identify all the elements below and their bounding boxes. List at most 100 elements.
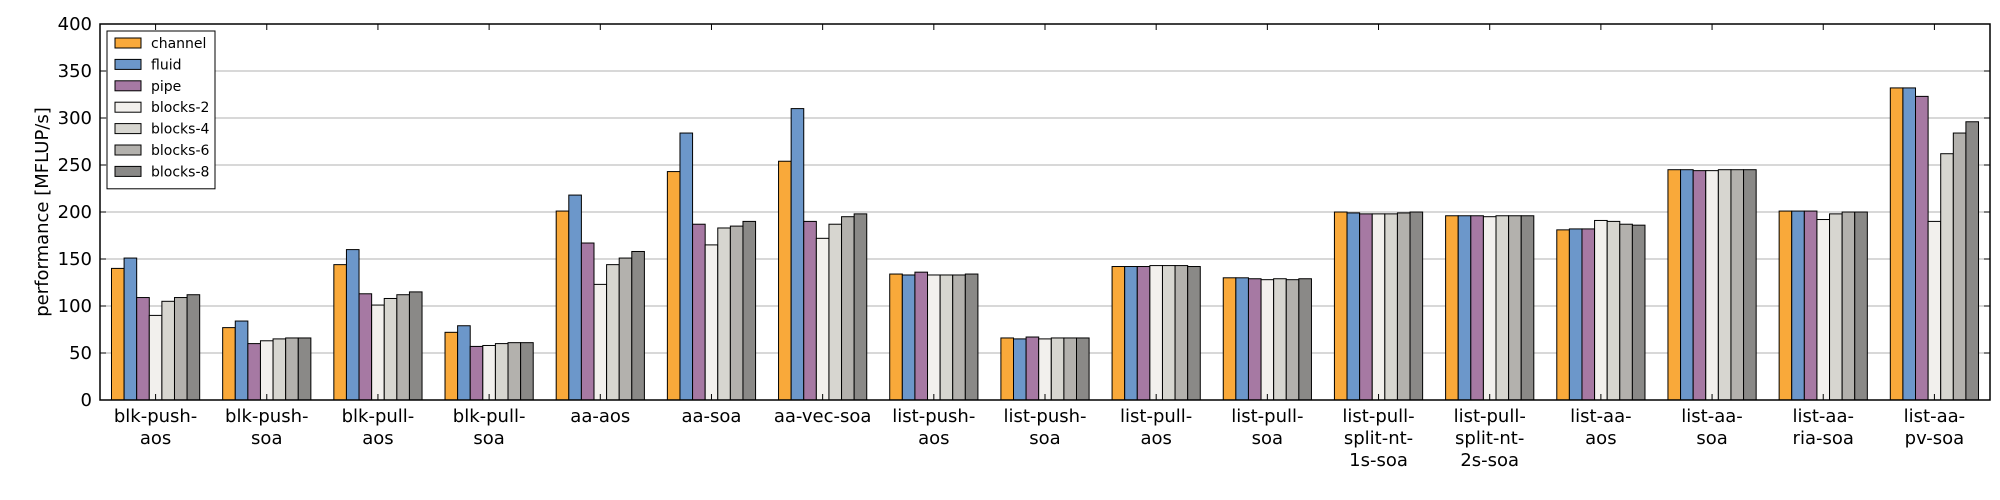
bar: [272, 338, 287, 401]
x-tick-label-line: aos: [918, 428, 949, 449]
bar: [1594, 219, 1608, 401]
legend-swatch: [114, 165, 142, 177]
bar: [914, 271, 929, 401]
bar: [1803, 210, 1818, 401]
x-tick-label: list-aa-aos: [1570, 406, 1632, 449]
bar: [1222, 277, 1237, 401]
bar: [123, 257, 138, 401]
bar: [717, 227, 731, 401]
x-tick-label: list-pull-soa: [1231, 406, 1303, 449]
bar: [345, 249, 360, 401]
bar: [729, 225, 744, 401]
bar: [964, 273, 979, 401]
bar: [507, 342, 522, 401]
bar: [778, 160, 792, 401]
x-tick-label-line: aos: [140, 428, 171, 449]
bar: [1187, 266, 1201, 401]
x-tick-label: list-aa-soa: [1681, 406, 1743, 449]
x-tick-label-line: list-pull-: [1454, 406, 1526, 427]
x-tick-label-line: soa: [251, 428, 282, 449]
bar: [1038, 338, 1052, 401]
x-tick-label: list-push-soa: [1003, 406, 1086, 449]
bar: [1124, 266, 1138, 401]
bar: [444, 331, 459, 401]
y-tick-label: 150: [58, 249, 92, 270]
x-tick-label: blk-pull-soa: [453, 406, 526, 449]
x-tick-label-line: list-aa-: [1681, 406, 1743, 427]
bar: [1161, 265, 1176, 401]
bar: [1692, 170, 1707, 401]
bar: [1260, 279, 1275, 401]
x-tick-label-line: 1s-soa: [1349, 450, 1408, 471]
y-tick-label: 200: [58, 202, 92, 223]
legend-label: blocks-2: [151, 100, 209, 116]
bar: [520, 342, 534, 401]
x-tick-label-line: list-pull-: [1120, 406, 1192, 427]
bar: [247, 343, 261, 401]
x-tick-label-line: blk-push-: [225, 406, 308, 427]
x-tick-label: blk-pull-aos: [342, 406, 415, 449]
x-tick-label-line: list-push-: [1003, 406, 1086, 427]
x-tick-label-line: split-nt-: [1455, 428, 1524, 449]
bar: [1470, 215, 1484, 401]
bar: [408, 291, 423, 401]
bar: [704, 244, 719, 401]
bar: [1841, 211, 1856, 401]
bar: [1285, 279, 1300, 401]
bar: [1556, 229, 1570, 401]
bar: [1025, 336, 1040, 401]
bar: [1273, 278, 1287, 401]
bar: [927, 274, 941, 401]
bar: [568, 194, 582, 401]
x-tick-label-line: aos: [1585, 428, 1616, 449]
bar: [1889, 87, 1904, 401]
bar: [1568, 228, 1583, 401]
bar: [371, 304, 385, 401]
x-tick-label-line: aos: [362, 428, 393, 449]
y-tick-label: 300: [58, 108, 92, 129]
bar: [457, 325, 471, 401]
bar: [1235, 277, 1249, 401]
bar: [1111, 266, 1126, 401]
legend: channel fluid pipe blocks-2 blocks-4 blocks-6…: [106, 30, 216, 190]
bar: [482, 344, 496, 401]
bar: [173, 297, 188, 401]
legend-swatch: [114, 101, 142, 113]
bar: [1298, 278, 1312, 401]
bar: [383, 297, 398, 401]
bar: [161, 300, 175, 401]
bar: [1705, 170, 1719, 401]
bar: [1359, 213, 1373, 401]
bar: [828, 223, 843, 401]
bar: [1927, 220, 1942, 401]
x-tick-label-line: aa-aos: [570, 406, 630, 427]
bar: [803, 220, 817, 401]
x-tick-label-line: blk-pull-: [342, 406, 415, 427]
bar: [234, 320, 249, 401]
bar: [889, 273, 903, 401]
bar: [1076, 337, 1090, 401]
bar-series: [110, 87, 1980, 401]
x-tick-label-line: soa: [1696, 428, 1727, 449]
bar: [1520, 215, 1535, 401]
bar: [1508, 215, 1522, 401]
bar: [1013, 338, 1027, 401]
bar: [841, 216, 855, 401]
legend-label: channel: [151, 36, 206, 52]
bar: [692, 223, 706, 401]
bar: [1854, 211, 1868, 401]
x-tick-label: aa-aos: [570, 406, 630, 427]
legend-label: pipe: [151, 79, 181, 95]
bar: [1174, 265, 1189, 401]
x-tick-label-line: soa: [473, 428, 504, 449]
bar: [939, 274, 954, 401]
x-tick-label: list-aa-ria-soa: [1792, 406, 1854, 449]
x-tick-label: aa-vec-soa: [774, 406, 872, 427]
bar: [110, 267, 125, 401]
y-tick-label: 100: [58, 296, 92, 317]
bar: [148, 314, 163, 401]
bar: [618, 257, 633, 401]
bar: [1743, 169, 1757, 401]
legend-swatch: [114, 80, 142, 92]
